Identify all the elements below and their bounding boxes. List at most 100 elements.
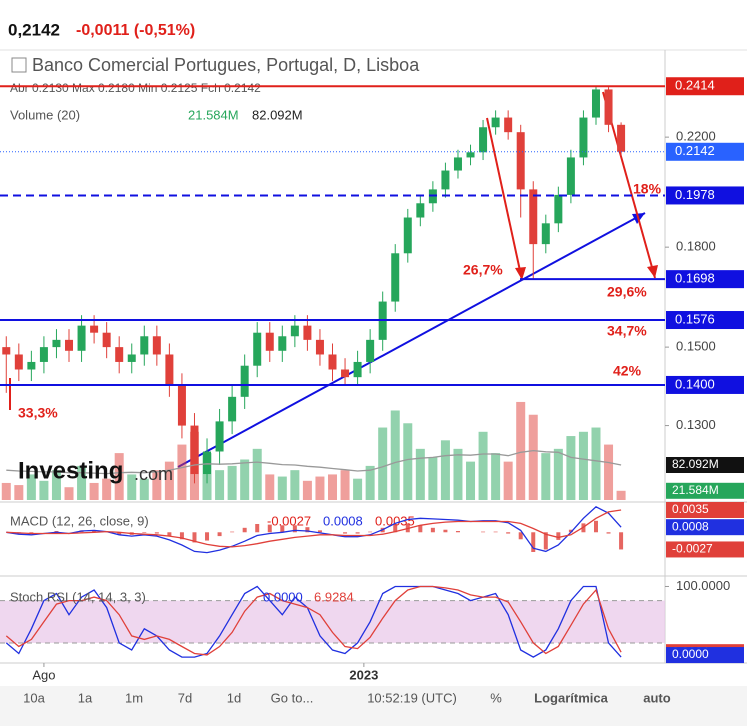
macd-histogram [355, 532, 360, 534]
volume-bar [114, 453, 124, 500]
volume-bar [189, 431, 199, 500]
candle-body [240, 365, 249, 397]
price-tag: 0.1576 [675, 311, 715, 326]
volume-value: 21.584M [188, 107, 239, 122]
macd-histogram [54, 531, 59, 533]
watermark-suffix: .com [134, 464, 173, 484]
volume-tag-bg [666, 457, 744, 474]
price-tag-bg [666, 186, 744, 205]
toolbar-button[interactable]: Go to... [271, 690, 314, 705]
volume-bar [252, 448, 262, 500]
volume-ma-value: 82.092M [252, 107, 303, 122]
volume-bar [403, 423, 413, 500]
volume-tag: 21.584M [672, 483, 719, 497]
candle-body [165, 354, 174, 385]
macd-signal-value: 0.0035 [375, 513, 415, 528]
toolbar-button[interactable]: 1d [227, 690, 241, 705]
toolbar-button[interactable]: Logarítmica [534, 690, 608, 705]
candle-body [604, 89, 613, 125]
macd-histogram [117, 532, 122, 535]
macd-tag: 0.0008 [672, 519, 709, 533]
volume-bar [478, 431, 488, 500]
macd-histogram [179, 532, 184, 540]
y-tick-label: 100.0000 [676, 578, 730, 593]
volume-bar [591, 427, 601, 500]
volume-bar [340, 470, 350, 500]
volume-bar [89, 482, 99, 500]
macd-histogram [242, 527, 247, 533]
price-tag-bg [666, 77, 744, 96]
y-tick-label: 0.2200 [676, 129, 716, 144]
toolbar-button: 10:52:19 (UTC) [367, 690, 457, 705]
candle-body [140, 336, 149, 355]
volume-bar [77, 465, 87, 500]
macd-tag-bg [666, 519, 744, 536]
candle-body [554, 194, 563, 224]
ohlc: Abr 0.2130 Max 0.2180 Min 0.2125 Fch 0.2… [10, 81, 261, 95]
macd-histogram [230, 531, 235, 533]
signal-line [6, 509, 622, 548]
macd-histogram [506, 532, 511, 534]
macd-histogram [405, 523, 410, 533]
annotation: 42% [613, 363, 642, 379]
volume-bar [202, 453, 212, 500]
chart-title: Banco Comercial Portugues, Portugal, D, … [32, 55, 420, 75]
volume-bar [240, 459, 250, 500]
volume-bar [440, 440, 450, 500]
x-tick-label: 2023 [349, 667, 378, 682]
price-tag-bg [666, 375, 744, 394]
volume-bar [315, 476, 325, 500]
candle-body [253, 332, 262, 366]
annotation: 33,3% [18, 405, 58, 421]
y-tick-label: 0.1300 [676, 417, 716, 432]
macd-histogram [518, 532, 523, 540]
volume-bar [491, 453, 501, 500]
macd-histogram [305, 527, 310, 533]
volume-bar [1, 482, 11, 500]
toolbar-button[interactable]: 1m [125, 690, 143, 705]
candle-body [27, 361, 36, 370]
last-price: 0,2142 [8, 20, 60, 39]
candle-body [453, 157, 462, 171]
candle-body [77, 325, 86, 351]
candle-body [215, 421, 224, 452]
candle-body [353, 361, 362, 378]
collapse-icon[interactable] [11, 57, 27, 73]
volume-bar [428, 457, 438, 500]
toolbar-button[interactable]: auto [643, 690, 671, 705]
annotation: 26,7% [463, 262, 503, 278]
volume-bar [39, 480, 49, 500]
candle-body [265, 332, 274, 351]
toolbar-button[interactable]: 10a [23, 690, 45, 705]
volume-bar [14, 485, 24, 500]
price-tag: 0.1978 [675, 187, 715, 202]
volume-bar [604, 444, 614, 500]
candle-body [177, 384, 186, 426]
candle-body [52, 339, 61, 348]
arrow-head [647, 265, 658, 278]
volume-bar [616, 490, 626, 500]
volume-bar [265, 474, 275, 500]
macd-histogram [606, 532, 611, 534]
volume-bar [102, 478, 112, 500]
macd-histogram [443, 529, 448, 533]
macd-histogram [556, 532, 561, 540]
watermark: Investing .com [18, 457, 173, 484]
volume-bar [415, 448, 425, 500]
volume-bar [566, 436, 576, 500]
volume-bar [541, 453, 551, 500]
macd-histogram [343, 532, 348, 534]
volume-bar [277, 476, 287, 500]
macd-histogram [142, 532, 147, 533]
macd-histogram [393, 524, 398, 533]
candle-body [90, 325, 99, 333]
volume-bar [215, 470, 225, 500]
toolbar-button[interactable]: 7d [178, 690, 192, 705]
price-tag: 0.1698 [675, 271, 715, 286]
candle-body [441, 170, 450, 190]
toolbar-button[interactable]: % [490, 690, 502, 705]
volume-tag-bg [666, 482, 744, 499]
price-change: -0,0011 (-0,51%) [76, 22, 195, 39]
toolbar-button[interactable]: 1a [78, 690, 93, 705]
macd-histogram [455, 531, 460, 533]
